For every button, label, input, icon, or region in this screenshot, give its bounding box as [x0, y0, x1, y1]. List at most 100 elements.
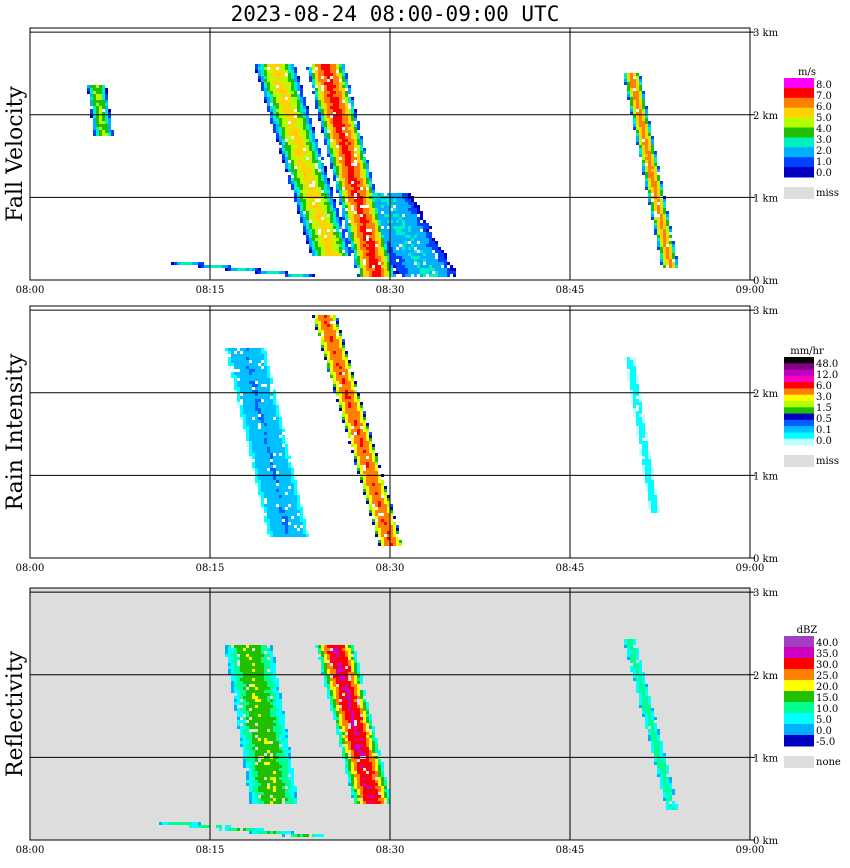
colorbar-swatch: [784, 647, 814, 659]
colorbar-swatch: [784, 636, 814, 648]
panel-fall-velocity: 08:00 08:15 08:30 08:45 09:000 km 1 km 2 km 3 k…: [3, 27, 839, 296]
colorbar-swatch: [784, 107, 814, 119]
colorbar-label: 5.0: [816, 113, 832, 124]
colorbar-unit: m/s: [798, 67, 816, 78]
colorbar-swatch: [784, 87, 814, 99]
colorbar-swatch: [784, 735, 814, 747]
x-tick-label: 08:45: [556, 563, 585, 574]
precip-cells: [87, 64, 678, 277]
plot-frame: [29, 587, 751, 841]
colorbar-swatch: [784, 724, 814, 736]
colorbar-swatch: [784, 357, 814, 364]
colorbar-label: 0.1: [816, 425, 832, 436]
y-tick-label: 1 km: [753, 193, 779, 204]
precip-cells: [159, 639, 678, 837]
colorbar-label: 12.0: [816, 370, 838, 381]
y-tick-label: 3 km: [753, 306, 779, 317]
colorbar-label: 30.0: [816, 660, 838, 671]
x-tick-label: 08:00: [16, 845, 45, 856]
x-tick-label: 08:45: [556, 285, 585, 296]
x-tick-label: 08:30: [376, 845, 405, 856]
colorbar-swatch: [784, 388, 814, 396]
y-axis-title: Reflectivity: [3, 650, 28, 777]
x-tick-label: 09:00: [736, 285, 765, 296]
x-tick-label: 08:30: [376, 563, 405, 574]
y-tick-label: 1 km: [753, 471, 779, 482]
plot-frame: [29, 27, 751, 281]
colorbar-swatch: [784, 363, 814, 371]
colorbar-missing-label: miss: [816, 456, 839, 467]
colorbar-swatch: [784, 432, 814, 440]
grid: [30, 306, 750, 558]
colorbar-label: 6.0: [816, 381, 832, 392]
colorbar-unit: mm/hr: [790, 346, 824, 357]
colorbar-swatch: [784, 401, 814, 408]
colorbar-swatch: [784, 137, 814, 148]
colorbar-swatch: [784, 369, 814, 377]
x-tick-label: 08:00: [16, 285, 45, 296]
y-tick-label: 3 km: [753, 588, 779, 599]
colorbar-label: 35.0: [816, 649, 838, 660]
colorbar-missing-swatch: [784, 187, 814, 199]
colorbar-label: 2.0: [816, 146, 832, 157]
y-tick-label: 0 km: [753, 836, 779, 847]
colorbar-label: 8.0: [816, 80, 832, 91]
colorbar-missing-swatch: [784, 756, 814, 768]
y-tick-label: 3 km: [753, 28, 779, 39]
colorbar-label: 0.0: [816, 436, 832, 447]
colorbar-swatch: [784, 394, 814, 402]
colorbar-swatch: [784, 426, 814, 433]
colorbar-label: 3.0: [816, 392, 832, 403]
colorbar-swatch: [784, 157, 814, 168]
colorbar-label: 3.0: [816, 135, 832, 146]
x-tick-label: 08:15: [196, 845, 225, 856]
colorbar: m/s8.07.06.05.04.03.02.01.00.0 miss: [784, 67, 839, 199]
colorbar-label: 0.0: [816, 168, 832, 179]
colorbar-label: 40.0: [816, 638, 838, 649]
colorbar-swatch: [784, 680, 814, 692]
colorbar-label: 6.0: [816, 102, 832, 113]
colorbar-missing-swatch: [784, 455, 814, 467]
panel-rain-intensity: 08:00 08:15 08:30 08:45 09:000 km 1 km 2 km 3 k…: [3, 305, 839, 574]
colorbar-label: 25.0: [816, 671, 838, 682]
y-tick-label: 2 km: [753, 671, 779, 682]
colorbar-label: 15.0: [816, 693, 838, 704]
colorbar-label: 7.0: [816, 91, 832, 102]
y-tick-label: 2 km: [753, 389, 779, 400]
colorbar-label: 48.0: [816, 359, 838, 370]
x-tick-label: 09:00: [736, 563, 765, 574]
y-tick-label: 2 km: [753, 111, 779, 122]
colorbar-swatch: [784, 669, 814, 681]
colorbar-swatch: [784, 97, 814, 109]
colorbar-missing-label: miss: [816, 188, 839, 199]
colorbar-label: 5.0: [816, 715, 832, 726]
x-tick-label: 08:15: [196, 285, 225, 296]
colorbar: dBZ 40.035.030.025.020.015.010.05.00.0-5.…: [784, 625, 841, 768]
colorbar-swatch: [784, 167, 814, 178]
y-axis-title: Rain Intensity: [3, 353, 28, 510]
x-tick-label: 08:00: [16, 563, 45, 574]
grid: [30, 28, 750, 280]
colorbar-missing-label: none: [816, 757, 841, 768]
x-tick-label: 08:15: [196, 563, 225, 574]
colorbar-swatch: [784, 78, 814, 89]
colorbar-swatch: [784, 413, 814, 421]
panel-reflectivity: 08:00 08:15 08:30 08:45 09:000 km 1 km 2 km 3 k…: [3, 587, 841, 856]
colorbar-label: 4.0: [816, 124, 832, 135]
colorbar-swatch: [784, 702, 814, 714]
y-tick-label: 1 km: [753, 753, 779, 764]
colorbar-swatch: [784, 375, 814, 383]
precip-cells: [225, 315, 660, 546]
colorbar-swatch: [784, 419, 814, 427]
x-tick-label: 08:30: [376, 285, 405, 296]
colorbar-label: 1.0: [816, 157, 832, 168]
plot-frame: [29, 305, 751, 559]
x-tick-label: 08:45: [556, 845, 585, 856]
colorbar-label: 1.5: [816, 403, 832, 414]
colorbar-swatch: [784, 658, 814, 670]
colorbar-swatch: [784, 438, 814, 446]
colorbar-swatch: [784, 147, 814, 158]
x-tick-label: 09:00: [736, 845, 765, 856]
colorbar-label: -5.0: [816, 737, 835, 748]
